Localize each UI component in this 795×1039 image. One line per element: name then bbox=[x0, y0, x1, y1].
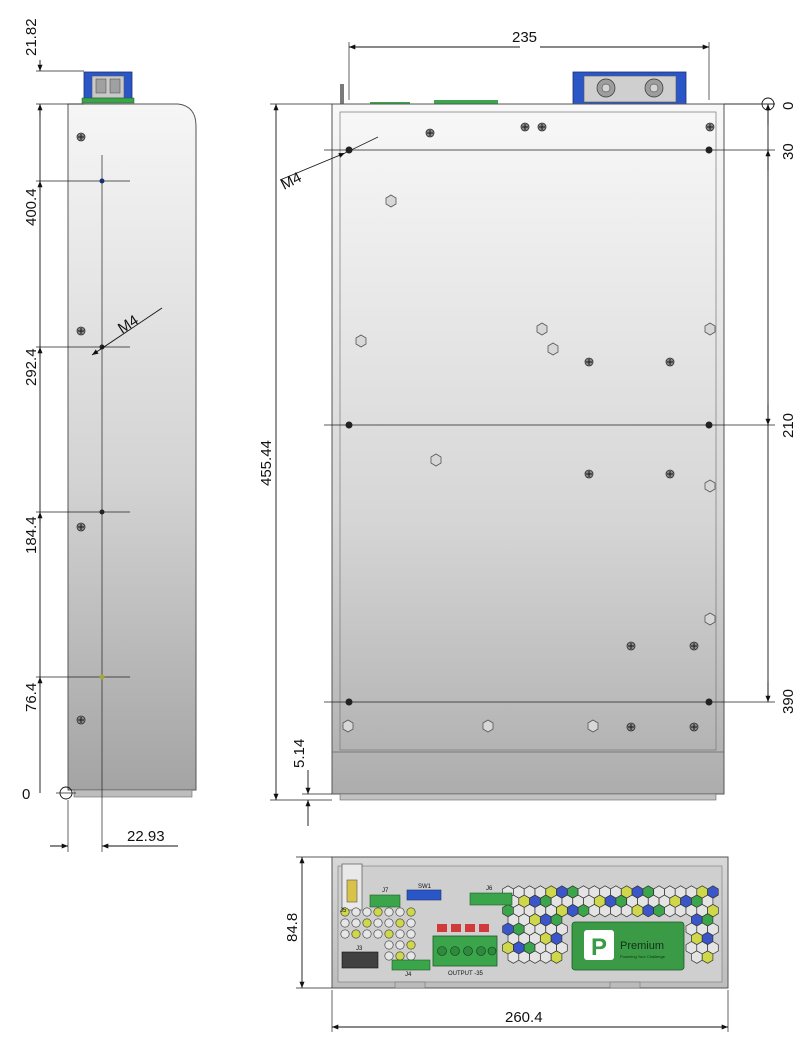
vent-hole bbox=[351, 907, 361, 917]
vent-hex bbox=[664, 903, 676, 918]
vent-hole bbox=[406, 940, 416, 950]
front-mounting-holes bbox=[345, 146, 713, 706]
dim-side-hole-4: 76.4 bbox=[23, 683, 40, 712]
vent-hole bbox=[406, 951, 416, 961]
vent-hex bbox=[599, 903, 611, 918]
front-hex-standoffs bbox=[342, 194, 716, 733]
vent-hole bbox=[406, 918, 416, 928]
dim-end-width: 260.4 bbox=[505, 1009, 543, 1026]
pcb-connectors bbox=[341, 889, 513, 971]
vent-hole bbox=[373, 929, 383, 939]
label-j5: J5 bbox=[340, 908, 347, 914]
vent-hole bbox=[384, 940, 394, 950]
dim-front-thread: M4 bbox=[278, 169, 304, 194]
dim-side-top-height: 21.82 bbox=[23, 18, 40, 56]
dim-right-30: 30 bbox=[780, 143, 795, 160]
vent-hole bbox=[340, 929, 350, 939]
vent-hex bbox=[577, 903, 590, 918]
dim-side-hole-1: 400.4 bbox=[23, 188, 40, 226]
vent-hex bbox=[674, 903, 687, 918]
vent-hole bbox=[406, 929, 416, 939]
label-j6: J6 bbox=[486, 886, 493, 892]
vent-hole bbox=[384, 929, 394, 939]
vent-hex bbox=[550, 950, 563, 964]
brand-name: Premium bbox=[620, 940, 664, 952]
vent-hole bbox=[362, 907, 372, 917]
front-screws bbox=[425, 122, 715, 732]
side-screws bbox=[76, 132, 86, 725]
vent-hole bbox=[384, 907, 394, 917]
vent-hex bbox=[529, 950, 541, 964]
end-dimension-labels: 84.8 260.4 bbox=[284, 913, 543, 1026]
dim-front-bottom: 5.14 bbox=[291, 739, 308, 768]
side-view bbox=[36, 60, 197, 852]
vent-hole bbox=[373, 907, 383, 917]
vent-hole bbox=[362, 918, 372, 928]
label-j4: J4 bbox=[405, 972, 412, 978]
front-terminal-block bbox=[340, 71, 687, 105]
side-housing bbox=[67, 103, 197, 791]
vent-hex bbox=[631, 903, 644, 918]
vent-hole bbox=[395, 918, 405, 928]
vent-hole bbox=[340, 918, 350, 928]
vent-hex bbox=[518, 950, 530, 964]
vent-hex bbox=[691, 950, 703, 964]
dim-side-hole-3: 184.4 bbox=[23, 516, 40, 554]
vent-hex bbox=[642, 903, 654, 918]
dim-front-width: 235 bbox=[512, 29, 537, 46]
vent-hex bbox=[540, 950, 552, 964]
vent-hex-pattern bbox=[340, 885, 719, 964]
vent-hex bbox=[653, 903, 665, 918]
side-terminal-block bbox=[81, 71, 135, 104]
vent-hole bbox=[406, 907, 416, 917]
dim-side-offset: 22.93 bbox=[127, 828, 165, 845]
dim-right-210: 210 bbox=[780, 413, 795, 438]
vent-hole bbox=[351, 918, 361, 928]
vent-hex bbox=[701, 950, 714, 964]
vent-hole bbox=[340, 907, 350, 917]
dim-side-hole-2: 292.4 bbox=[23, 348, 40, 386]
dim-right-origin: 0 bbox=[780, 102, 795, 110]
vent-hole bbox=[395, 940, 405, 950]
brand-plate: P Premium Powering Your Challenge bbox=[571, 921, 685, 971]
vent-hex bbox=[620, 903, 633, 918]
vent-hex bbox=[588, 903, 601, 918]
label-sw1: SW1 bbox=[418, 884, 432, 890]
vent-hole bbox=[395, 907, 405, 917]
side-dimension-labels: 21.82 400.4 292.4 184.4 76.4 0 22.93 M4 bbox=[22, 18, 165, 845]
dim-end-height: 84.8 bbox=[284, 913, 301, 942]
end-view: P Premium Powering Your Challenge J7 SW1… bbox=[296, 856, 729, 1032]
vent-hex bbox=[610, 903, 622, 918]
vent-hole bbox=[395, 929, 405, 939]
label-j3: J3 bbox=[356, 946, 363, 952]
label-output: OUTPUT -35 bbox=[448, 971, 484, 977]
dim-side-origin: 0 bbox=[22, 786, 30, 803]
vent-hole bbox=[351, 929, 361, 939]
dim-front-height: 455.44 bbox=[258, 440, 275, 486]
vent-hex bbox=[507, 950, 520, 964]
vent-hole bbox=[384, 918, 394, 928]
brand-logo-letter: P bbox=[591, 934, 607, 961]
front-view bbox=[270, 42, 775, 826]
dim-right-390: 390 bbox=[780, 689, 795, 714]
vent-hole bbox=[395, 951, 405, 961]
label-j7: J7 bbox=[382, 888, 389, 894]
vent-hex bbox=[567, 903, 579, 918]
front-housing bbox=[331, 103, 725, 795]
vent-hole bbox=[362, 929, 372, 939]
vent-hole bbox=[384, 951, 394, 961]
vent-hole bbox=[373, 918, 383, 928]
brand-tagline: Powering Your Challenge bbox=[620, 954, 666, 959]
